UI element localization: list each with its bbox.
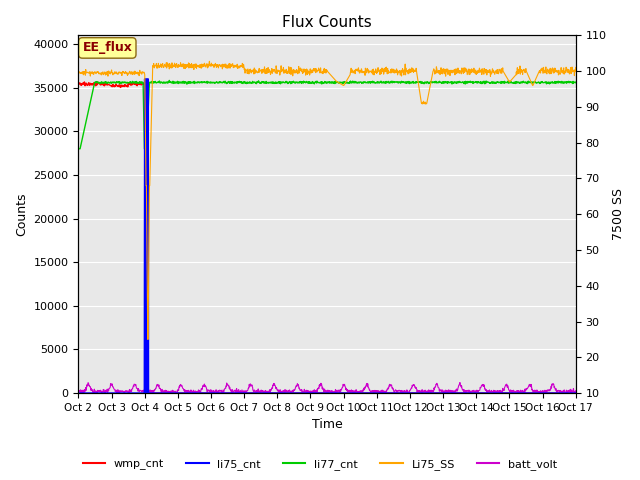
Y-axis label: Counts: Counts bbox=[15, 192, 28, 236]
Text: EE_flux: EE_flux bbox=[83, 41, 132, 54]
X-axis label: Time: Time bbox=[312, 419, 342, 432]
Title: Flux Counts: Flux Counts bbox=[282, 15, 372, 30]
Legend: wmp_cnt, li75_cnt, li77_cnt, Li75_SS, batt_volt: wmp_cnt, li75_cnt, li77_cnt, Li75_SS, ba… bbox=[78, 455, 562, 474]
Y-axis label: 7500 SS: 7500 SS bbox=[612, 188, 625, 240]
